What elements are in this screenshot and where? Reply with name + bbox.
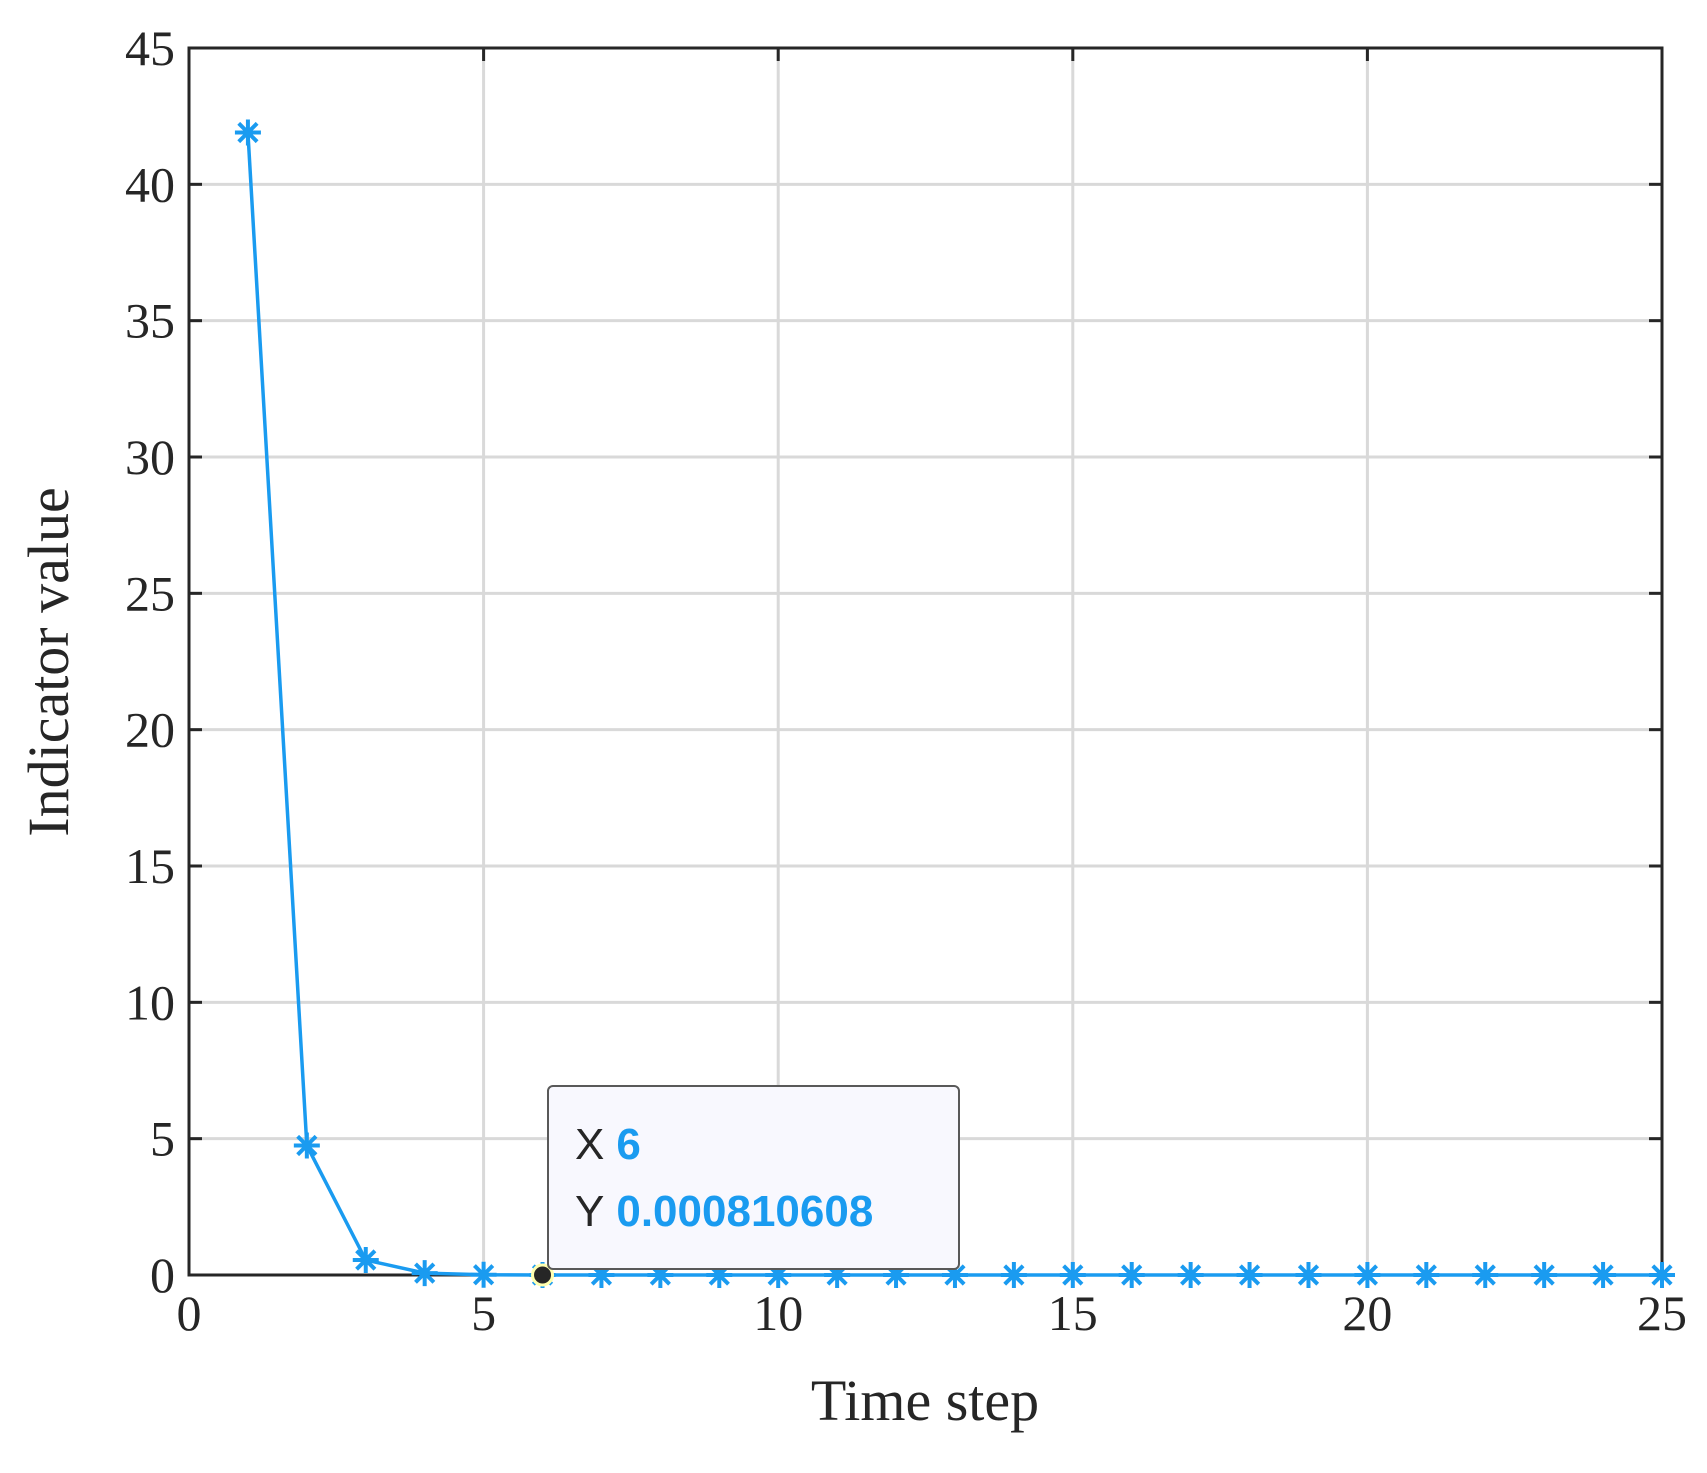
datatip-value: 0.000810608 [616,1187,873,1236]
y-tick-label: 0 [150,1247,175,1303]
datatip-label: Y [575,1187,604,1236]
marker [1472,1262,1499,1288]
marker [1531,1262,1558,1288]
marker [1000,1262,1027,1288]
y-tick-label: 15 [125,838,175,894]
marker [941,1262,968,1288]
y-tick-label: 30 [125,429,175,485]
marker [411,1260,438,1287]
y-tick-label: 20 [125,702,175,758]
x-tick-label: 0 [177,1285,202,1341]
marker [293,1132,320,1159]
y-tick-label: 40 [125,156,175,212]
x-tick-label: 15 [1048,1285,1098,1341]
marker [1177,1262,1204,1288]
marker [1118,1262,1145,1288]
marker [765,1262,792,1288]
x-axis-label: Time step [811,1368,1039,1433]
marker [470,1261,497,1288]
marker [352,1247,379,1273]
marker [588,1262,615,1288]
marker [647,1262,674,1288]
datatip-row: Y 0.000810608 [575,1187,873,1236]
marker [1354,1262,1381,1288]
x-tick-label: 5 [471,1285,496,1341]
marker [824,1262,851,1288]
y-tick-label: 45 [125,20,175,76]
marker [234,119,261,146]
marker [1295,1262,1322,1288]
datatip: X 6Y 0.000810608 [547,1085,960,1270]
datatip-label: X [575,1120,604,1169]
x-tick-label: 10 [753,1285,803,1341]
datatip-box [547,1085,960,1270]
y-tick-label: 10 [125,974,175,1030]
x-tick-label: 20 [1342,1285,1392,1341]
marker [1413,1262,1440,1288]
datatip-value: 6 [616,1120,640,1169]
y-tick-label: 25 [125,565,175,621]
marker [706,1262,733,1288]
x-tick-label: 25 [1637,1285,1687,1341]
marker [1059,1262,1086,1288]
y-tick-label: 5 [150,1111,175,1167]
marker [1236,1262,1263,1288]
marker [1649,1262,1675,1288]
datatip-point [531,1263,555,1287]
marker [1590,1262,1617,1288]
marker [883,1262,910,1288]
y-tick-label: 35 [125,293,175,349]
y-axis-label: Indicator value [16,487,81,836]
